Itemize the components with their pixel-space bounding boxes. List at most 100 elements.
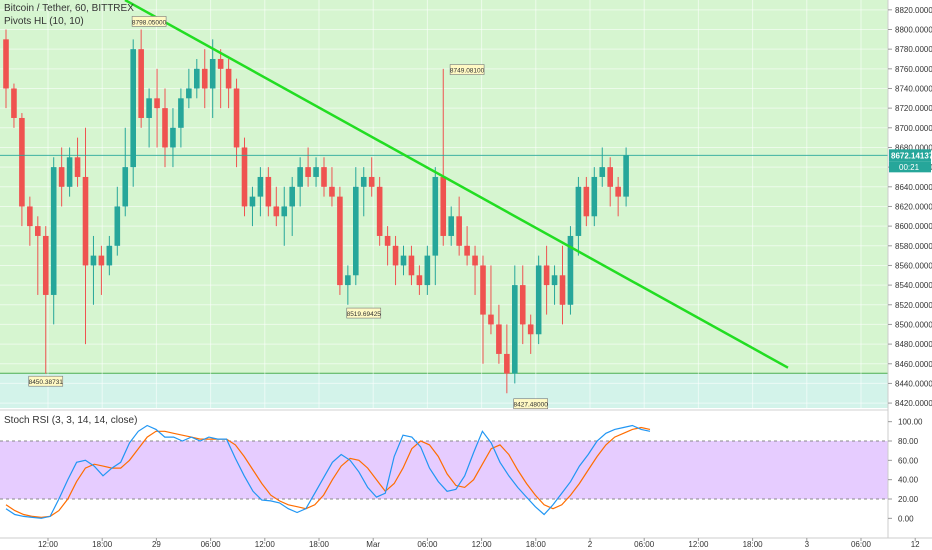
candle-body [82,176,89,266]
time-tick-label: 06:00 [417,540,438,549]
candle-body [575,186,582,236]
candle-body [535,265,542,335]
last-price-label: 8672.14137 [891,151,932,160]
price-tick-label: 8440.00000 [895,379,932,388]
candle-body [3,39,9,89]
stoch-d-line [5,426,651,519]
time-tick-label: 2 [588,540,593,549]
time-tick-label: 29 [152,540,161,549]
price-axis[interactable]: 8820.00000 8800.00000 8780.00000 8760.00000… [887,0,932,538]
candle-body [480,265,486,315]
candle-body [19,117,25,207]
price-tick-label: 8460.00000 [895,360,932,369]
candle-body [424,255,431,286]
candle-body [106,245,113,266]
price-tick-label: 8420.00000 [895,399,932,408]
candle-body [281,206,288,217]
price-tick-label: 8780.00000 [895,45,932,54]
stoch-tick-label: 80.00 [898,437,919,446]
candle-body [265,176,272,207]
price-tick-label: 8700.00000 [895,124,932,133]
candle-body [432,176,439,256]
price-panel[interactable]: 8798.05000 8749.08100 8519.69425 8450.38731… [0,0,916,411]
candle-body [504,353,510,374]
candle-body [146,98,152,118]
stoch-tick-label: 60.00 [898,456,919,465]
candle-body [615,186,621,197]
price-tick-label: 8560.00000 [895,261,932,270]
candle-body [392,245,399,266]
candle-body [337,196,343,286]
candle-body [66,157,73,187]
time-axis[interactable]: 12:00 18:00 29 06:00 12:00 18:00 Mar 06:00 12:00… [0,537,932,549]
price-tick-label: 8580.00000 [895,242,932,251]
pivot-label: 8450.38731 [29,379,64,386]
candle-body [217,58,224,69]
candle-body [559,275,566,305]
stoch-tick-label: 100.00 [898,418,923,427]
price-tick-label: 8540.00000 [895,281,932,290]
price-tick-label: 8500.00000 [895,320,932,329]
candle-body [289,186,295,207]
price-tick-label: 8600.00000 [895,222,932,231]
candle-body [90,255,97,266]
price-tick-label: 8800.00000 [895,25,932,34]
price-tick-label: 8740.00000 [895,84,932,93]
pivot-label-box [346,307,382,319]
candle-body [329,186,335,197]
last-price-tag [889,149,931,162]
stoch-rsi-panel[interactable] [0,424,888,519]
price-tick-label: 8640.00000 [895,183,932,192]
candle-body [456,216,462,246]
candle-body [440,176,447,236]
time-tick-label: 06:00 [201,540,222,549]
lower-zone [0,373,888,408]
candle-body [178,98,184,128]
candle-body [114,206,121,246]
candle-body [162,108,168,148]
candle-body [551,275,558,286]
candle-body [273,206,280,217]
candle-body [599,167,606,177]
price-tick-label: 8480.00000 [895,340,932,349]
candle-body [130,49,136,168]
candle-body [416,275,423,286]
candle-body [376,186,383,236]
pivot-label-box [131,16,167,27]
candle-body [583,186,590,217]
candle-body [384,235,391,246]
candle-body [27,206,33,227]
candle-body [98,255,105,266]
candle-body [35,226,41,236]
stoch-rsi-label: Stoch RSI (3, 3, 14, 14, close) [4,415,138,426]
candle-body [305,167,311,177]
candle-body [201,68,208,89]
pivot-label: 8749.08100 [450,68,485,75]
time-tick-label: Mar [366,540,380,549]
candle-body [448,216,454,236]
symbol-title: Bitcoin / Tether, 60, BITTREX [4,3,134,14]
candle-body [241,147,248,207]
time-tick-label: 12:00 [688,540,709,549]
time-tick-label: 06:00 [634,540,655,549]
candle-body [591,176,598,217]
candle-body [138,49,144,118]
indicator-label: Pivots HL (10, 10) [4,16,84,27]
time-tick-label: 12:00 [472,540,493,549]
stoch-tick-label: 0.00 [898,514,914,523]
candle-body [353,186,359,276]
time-tick-label: 18:00 [526,540,547,549]
candle-body [225,68,232,89]
candle-body [464,245,470,256]
candle-body [360,176,367,187]
candle-body [50,167,57,295]
pivot-label-box [449,64,485,75]
candle-body [607,167,613,187]
countdown-tag [889,161,931,173]
candle-body [233,88,240,148]
stoch-band [0,441,888,499]
pivot-label-box [28,375,64,387]
countdown-label: 00:21 [899,163,920,172]
pivot-label: 8798.05000 [132,19,167,26]
